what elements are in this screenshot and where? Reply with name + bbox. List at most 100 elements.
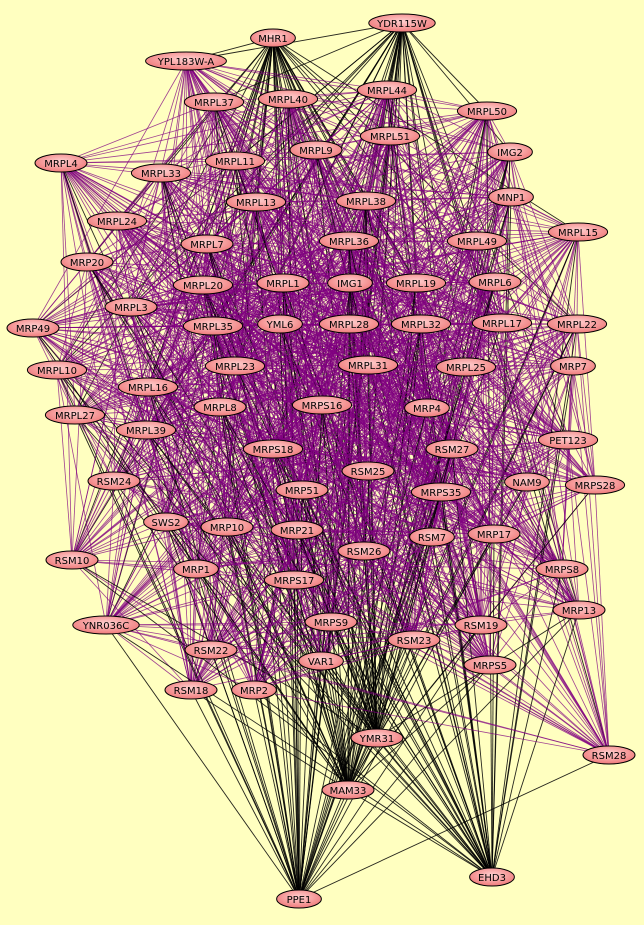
edge	[298, 323, 578, 900]
edge	[32, 200, 367, 329]
edge	[349, 282, 578, 325]
edge	[234, 322, 503, 367]
node	[26, 360, 88, 380]
node-label: MRPL38	[346, 197, 386, 208]
node-label: MRPL11	[215, 157, 255, 168]
node-label: RSM26	[347, 547, 382, 558]
node	[60, 252, 114, 272]
edge	[491, 609, 580, 878]
edge	[74, 364, 369, 416]
node	[6, 318, 60, 338]
nodes: MHR1 YDR115W YPL183W-A MRPL37 MRPL40 MRPL44 MR…	[6, 13, 636, 909]
edge	[105, 579, 295, 626]
edge	[113, 448, 453, 482]
edge	[165, 439, 569, 523]
edge	[376, 639, 415, 739]
edge	[226, 526, 255, 691]
edge	[330, 550, 365, 623]
node-label: MRP1	[182, 565, 210, 576]
edge	[210, 533, 495, 651]
node-label: RSM7	[418, 533, 446, 544]
node-label: RSM18	[174, 686, 209, 697]
edge	[321, 404, 453, 450]
edge	[213, 22, 403, 103]
node	[291, 395, 353, 415]
edge	[165, 407, 428, 523]
edge	[60, 162, 197, 570]
edge	[165, 521, 332, 623]
edge	[491, 568, 563, 878]
edge	[195, 568, 332, 623]
node	[250, 28, 296, 48]
node	[385, 273, 447, 293]
edge	[298, 789, 349, 900]
edge	[296, 529, 493, 878]
node	[276, 889, 322, 909]
edge	[74, 414, 197, 570]
edge	[367, 323, 578, 472]
node	[184, 640, 238, 660]
edge	[206, 200, 367, 245]
node-label: MRPL44	[367, 86, 407, 97]
edge	[165, 521, 192, 691]
edge	[480, 533, 495, 626]
node	[130, 163, 192, 183]
edge	[234, 323, 422, 367]
node	[45, 550, 99, 570]
node-label: MRPL22	[557, 320, 597, 331]
node-label: IMG1	[337, 279, 363, 290]
edge	[147, 386, 369, 472]
node	[257, 89, 319, 109]
edge	[330, 448, 453, 623]
node	[409, 527, 455, 547]
edge	[147, 386, 428, 409]
edge	[210, 550, 365, 651]
edge	[56, 37, 274, 371]
edge	[348, 151, 511, 242]
edge	[561, 568, 610, 756]
node-label: MRPL8	[203, 403, 237, 414]
node-label: NAM9	[512, 478, 541, 489]
edge	[145, 429, 453, 450]
edge	[572, 365, 610, 756]
edge	[195, 568, 212, 651]
edge	[190, 484, 596, 691]
node-label: RSM27	[435, 445, 470, 456]
edge	[130, 306, 149, 388]
node	[547, 222, 609, 242]
node	[341, 461, 395, 481]
node	[117, 377, 179, 397]
edge	[71, 559, 563, 570]
edge	[234, 365, 295, 581]
edge	[130, 282, 351, 308]
edge	[147, 386, 323, 406]
edge	[320, 660, 493, 878]
node-label: MRPL49	[457, 237, 497, 248]
edge	[526, 365, 574, 483]
node-label: MRPL27	[55, 411, 95, 422]
edge	[320, 660, 349, 791]
node-label: MAM33	[330, 786, 367, 797]
node-label: PET123	[549, 436, 587, 447]
node-label: MRPL32	[401, 320, 441, 331]
edge	[376, 737, 493, 878]
edge	[105, 621, 332, 626]
node	[468, 272, 522, 292]
edge	[272, 37, 391, 137]
node-label: PPE1	[287, 895, 312, 906]
node-label: MRPL40	[268, 95, 308, 106]
edge	[202, 240, 350, 286]
node-label: MRPS17	[274, 576, 315, 587]
edge	[116, 37, 274, 222]
edge	[363, 550, 580, 611]
edge	[348, 240, 569, 441]
edge	[113, 470, 369, 482]
node-label: RSM24	[97, 477, 132, 488]
node	[257, 314, 303, 334]
edge	[572, 365, 596, 486]
edge	[60, 151, 511, 164]
edge	[212, 325, 491, 666]
edge	[105, 429, 147, 626]
node	[454, 615, 508, 635]
